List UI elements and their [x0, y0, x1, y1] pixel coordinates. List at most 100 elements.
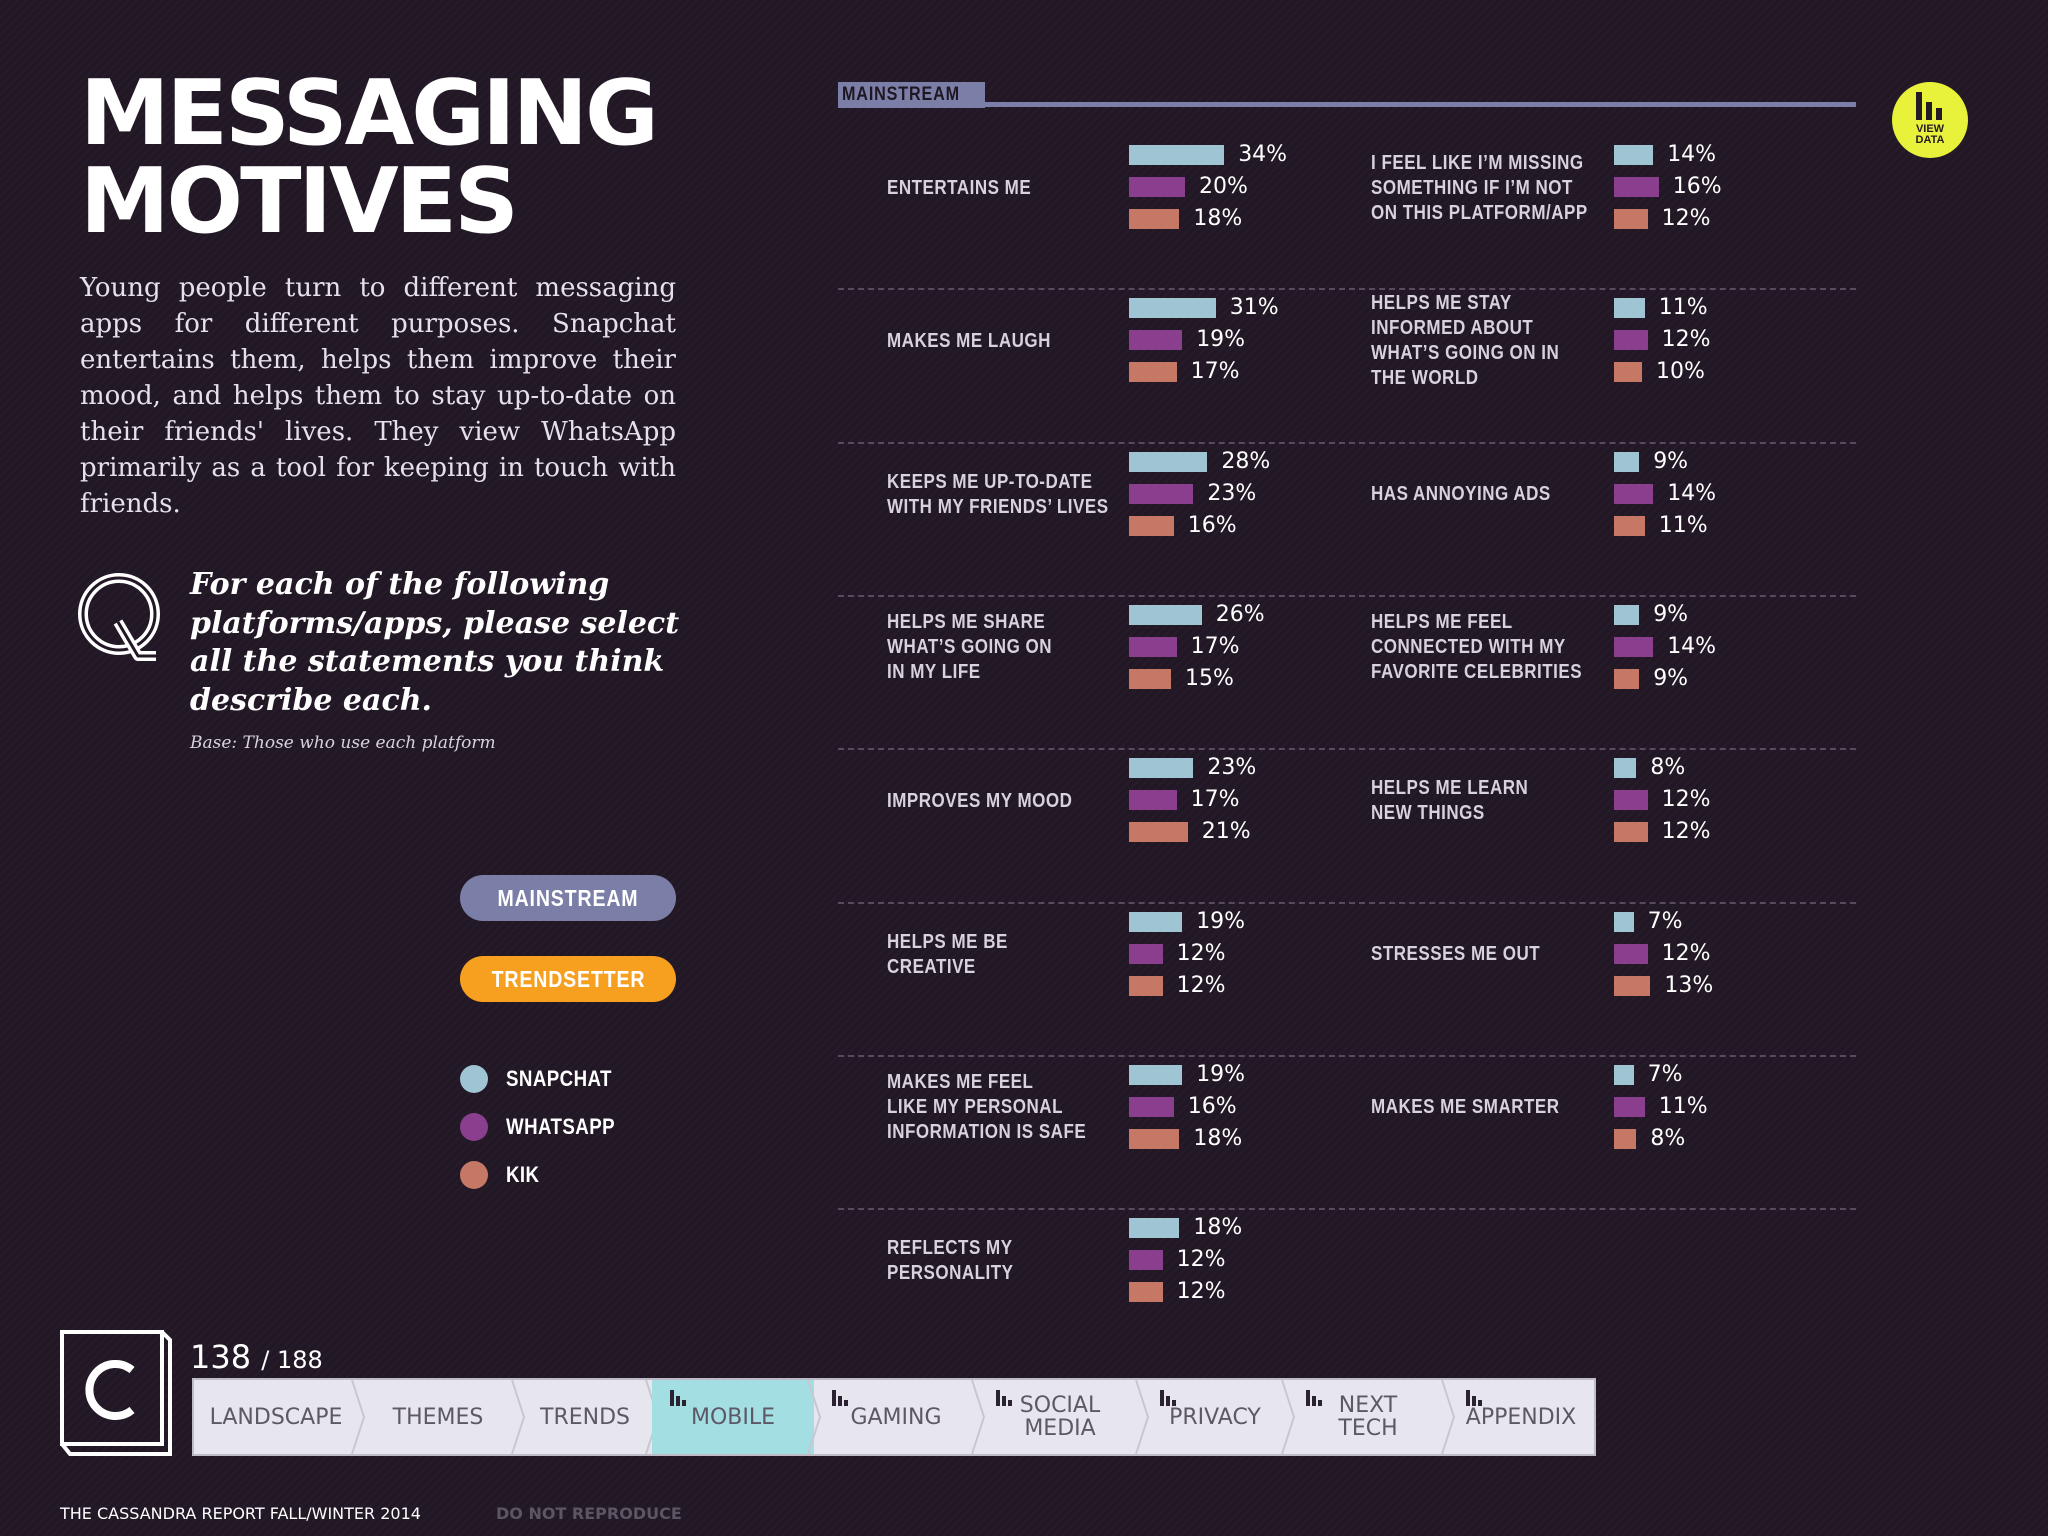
bar-chart-icon — [1916, 92, 1942, 120]
statement-label: HELPS ME FEEL CONNECTED WITH MY FAVORITE C… — [1371, 610, 1582, 685]
bar-kik — [1614, 362, 1642, 383]
statement-label-line: INFORMATION IS SAFE — [887, 1121, 1087, 1144]
bar-whatsapp — [1129, 177, 1185, 197]
statement-label: I FEEL LIKE I’M MISSING SOMETHING IF I’M … — [1371, 151, 1588, 226]
bar-kik — [1129, 668, 1171, 689]
survey-question: For each of the following platforms/apps… — [190, 567, 680, 718]
view-data-label: VIEW DATA — [1892, 124, 1968, 146]
value-label-whatsapp: 19% — [1196, 327, 1246, 353]
mainstream-button-label: MAINSTREAM — [497, 884, 639, 911]
value-label-kik: 15% — [1185, 665, 1234, 691]
trendsetter-button[interactable]: TRENDSETTER — [460, 956, 676, 1002]
statement-label-line: HAS ANNOYING ADS — [1371, 483, 1551, 506]
bar-whatsapp — [1129, 1250, 1163, 1271]
bar-snapchat — [1129, 911, 1183, 932]
value-label-kik: 18% — [1193, 1125, 1243, 1151]
value-label-snapchat: 19% — [1196, 908, 1246, 934]
nav-tab-next-tech[interactable]: NEXT TECH — [1288, 1380, 1448, 1454]
bar-kik — [1614, 515, 1645, 536]
nav-tab-label: MOBILE — [690, 1404, 776, 1430]
legend-label-snapchat: SNAPCHAT — [506, 1066, 612, 1091]
bar-kik — [1129, 209, 1180, 229]
statement-label: HELPS ME SHARE WHAT’S GOING ON IN MY LIFE — [887, 610, 1052, 685]
statement-label-line: HELPS ME BE — [887, 930, 1008, 953]
bar-snapchat — [1614, 1064, 1634, 1085]
row-separator — [838, 441, 1856, 444]
statement-label-line: STRESSES ME OUT — [1371, 943, 1541, 965]
bar-snapchat — [1129, 758, 1194, 779]
bar-chart-icon — [1466, 1390, 1482, 1406]
nav-tab-appendix[interactable]: APPENDIX — [1448, 1380, 1594, 1454]
value-label-whatsapp: 12% — [1661, 787, 1711, 813]
value-label-snapchat: 34% — [1238, 142, 1288, 167]
nav-tab-label: THEMES — [392, 1404, 484, 1430]
bar-whatsapp — [1614, 330, 1648, 351]
legend-item-kik: KIK — [460, 1151, 634, 1199]
statement-label-line: REFLECTS MY — [887, 1237, 1013, 1260]
value-label-snapchat: 26% — [1215, 601, 1265, 627]
value-label-snapchat: 11% — [1658, 295, 1708, 321]
value-label-kik: 13% — [1664, 972, 1714, 998]
value-label-snapchat: 28% — [1221, 448, 1271, 474]
chart-legend: SNAPCHAT WHATSAPP KIK — [460, 1055, 634, 1199]
legend-item-snapchat: SNAPCHAT — [460, 1055, 634, 1103]
bar-whatsapp — [1614, 790, 1648, 811]
value-label-kik: 11% — [1658, 512, 1708, 538]
mainstream-button[interactable]: MAINSTREAM — [460, 875, 676, 921]
value-label-kik: 8% — [1650, 1125, 1686, 1151]
statement-label: IMPROVES MY MOOD — [887, 789, 1072, 814]
value-label-snapchat: 19% — [1196, 1061, 1246, 1087]
statement-label-line: I FEEL LIKE I’M MISSING — [1371, 151, 1584, 174]
view-data-button[interactable]: VIEW DATA — [1892, 82, 1968, 158]
bar-whatsapp — [1614, 636, 1654, 657]
nav-tab-label: TRENDS — [540, 1404, 630, 1430]
statement-label-line: MAKES ME LAUGH — [887, 329, 1051, 352]
value-label-kik: 21% — [1201, 819, 1251, 845]
nav-tab-landscape[interactable]: LANDSCAPE — [194, 1380, 358, 1454]
bar-kik — [1614, 1128, 1637, 1149]
nav-tab-trends[interactable]: TRENDS — [518, 1380, 652, 1454]
view-data-line-1: VIEW — [1915, 123, 1945, 135]
bar-snapchat — [1129, 1064, 1183, 1085]
statement-label-line: IN MY LIFE — [887, 661, 981, 684]
value-label-kik: 12% — [1661, 206, 1711, 231]
nav-tab-mobile[interactable]: MOBILE — [652, 1380, 814, 1454]
nav-tab-privacy[interactable]: PRIVACY — [1142, 1380, 1288, 1454]
bar-kik — [1129, 822, 1188, 843]
bar-snapchat — [1614, 298, 1645, 319]
nav-tab-label: NEXT TECH — [1338, 1393, 1398, 1441]
value-label-whatsapp: 11% — [1658, 1093, 1708, 1119]
bar-chart-icon — [996, 1390, 1012, 1406]
value-label-kik: 9% — [1653, 665, 1689, 691]
page-title-line-1: MESSAGING — [80, 61, 659, 166]
row-separator — [838, 1208, 1856, 1211]
row-separator — [838, 288, 1856, 291]
statement-label: STRESSES ME OUT — [1371, 942, 1540, 967]
row-separator — [838, 901, 1856, 904]
copyright-notice: DO NOT REPRODUCE — [496, 1504, 682, 1523]
value-label-whatsapp: 20% — [1199, 174, 1248, 199]
statement-label-line: FAVORITE CELEBRITIES — [1371, 661, 1583, 684]
bar-whatsapp — [1614, 943, 1648, 964]
page-title: MESSAGING MOTIVES — [80, 61, 780, 247]
value-label-snapchat: 9% — [1653, 448, 1689, 474]
legend-label-kik: KIK — [506, 1162, 540, 1187]
bar-whatsapp — [1614, 1096, 1645, 1117]
statement-label-line: WHAT’S GOING ON IN — [1371, 342, 1560, 365]
bar-kik — [1614, 668, 1640, 689]
statement-label-line: WITH MY FRIENDS’ LIVES — [887, 495, 1109, 518]
statement-label-line: INFORMED ABOUT — [1371, 317, 1534, 340]
statement-label: HELPS ME BE CREATIVE — [887, 930, 1008, 980]
nav-tab-themes[interactable]: THEMES — [358, 1380, 518, 1454]
legend-label-whatsapp: WHATSAPP — [506, 1114, 616, 1139]
nav-tab-social-media[interactable]: SOCIAL MEDIA — [978, 1380, 1142, 1454]
nav-chevron-separator — [1441, 1380, 1456, 1454]
value-label-whatsapp: 16% — [1672, 174, 1722, 199]
bar-chart-icon — [670, 1390, 686, 1406]
statement-label: MAKES ME LAUGH — [887, 329, 1051, 354]
bar-chart-icon — [832, 1390, 848, 1406]
statement-label-line: HELPS ME STAY — [1371, 292, 1512, 315]
nav-tab-gaming[interactable]: GAMING — [814, 1380, 978, 1454]
value-label-whatsapp: 16% — [1187, 1093, 1237, 1119]
statement-label-line: ON THIS PLATFORM/APP — [1371, 201, 1588, 224]
